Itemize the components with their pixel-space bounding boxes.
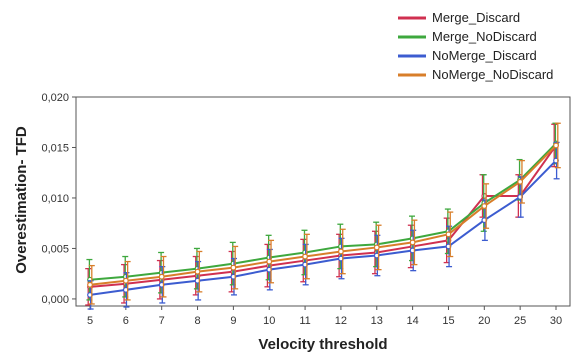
x-tick-label: 12 — [335, 315, 347, 327]
x-tick-label: 14 — [406, 315, 418, 327]
legend-label-nomerge-discard: NoMerge_Discard — [432, 48, 537, 63]
data-point — [339, 249, 344, 254]
data-point — [231, 265, 236, 270]
x-tick-label: 25 — [514, 315, 526, 327]
data-point — [88, 282, 93, 287]
x-tick-label: 11 — [299, 315, 310, 327]
x-tick-label: 30 — [550, 315, 562, 327]
x-tick-label: 7 — [159, 315, 165, 327]
y-tick-label: 0,015 — [41, 142, 69, 154]
legend-label-merge-nodiscard: Merge_NoDiscard — [432, 29, 537, 44]
y-tick-label: 0,020 — [41, 92, 69, 104]
x-tick-label: 13 — [371, 315, 383, 327]
y-tick-label: 0,005 — [41, 243, 69, 255]
x-tick-label: 8 — [194, 315, 200, 327]
data-point — [446, 232, 451, 237]
data-point — [482, 204, 487, 209]
y-tick-label: 0,000 — [41, 294, 69, 306]
data-point — [159, 274, 164, 279]
x-tick-label: 20 — [478, 315, 490, 327]
data-point — [195, 269, 200, 274]
x-tick-label: 6 — [123, 315, 129, 327]
data-point — [374, 245, 379, 250]
data-point — [124, 278, 129, 283]
x-tick-label: 10 — [263, 315, 275, 327]
y-tick-label: 0,010 — [41, 193, 69, 205]
legend-label-merge-discard: Merge_Discard — [432, 10, 520, 25]
data-point — [554, 143, 559, 148]
x-tick-label: 9 — [230, 315, 236, 327]
x-tick-label: 15 — [442, 315, 454, 327]
x-tick-label: 5 — [87, 315, 93, 327]
legend-label-nomerge-nodiscard: NoMerge_NoDiscard — [432, 67, 553, 82]
data-point — [267, 259, 272, 264]
data-point — [518, 180, 523, 185]
y-axis-title: Overestimation- TFD — [13, 126, 30, 274]
data-point — [303, 254, 308, 259]
x-axis-title: Velocity threshold — [258, 336, 387, 353]
data-point — [410, 240, 415, 245]
